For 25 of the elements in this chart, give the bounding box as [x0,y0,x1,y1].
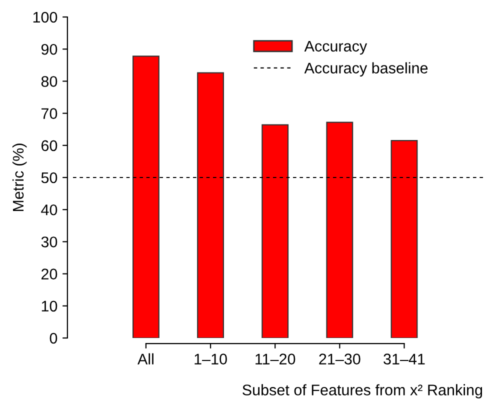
y-tick-label: 60 [42,140,58,152]
y-tick-label: 50 [41,172,58,184]
x-tick-label: 31–41 [384,354,425,364]
bar [262,124,289,338]
bar [326,122,354,338]
y-tick-label: 0 [50,332,58,344]
y-tick-label: 80 [41,76,58,87]
bar [197,72,224,338]
y-tick-label: 10 [42,300,58,312]
x-tick-label: 1–10 [194,354,227,364]
y-tick-label: 90 [41,44,58,55]
bar [132,56,160,338]
y-tick-label: 70 [42,108,58,119]
bar [390,140,418,338]
x-tick-label: 21–30 [319,354,360,364]
x-tick-label: 11–20 [256,354,296,364]
legend-label: Accuracy [304,40,368,55]
y-tick-label: 20 [42,268,58,280]
x-axis-title: Subset of Features from x² Ranking [242,384,482,398]
y-axis-title: Metric (%) [12,144,27,212]
legend-label: Accuracy baseline [304,62,428,76]
y-tick-label: 100 [33,12,58,23]
x-tick-label: All [138,353,154,364]
y-tick-label: 30 [41,236,58,248]
y-tick-label: 40 [41,204,58,216]
